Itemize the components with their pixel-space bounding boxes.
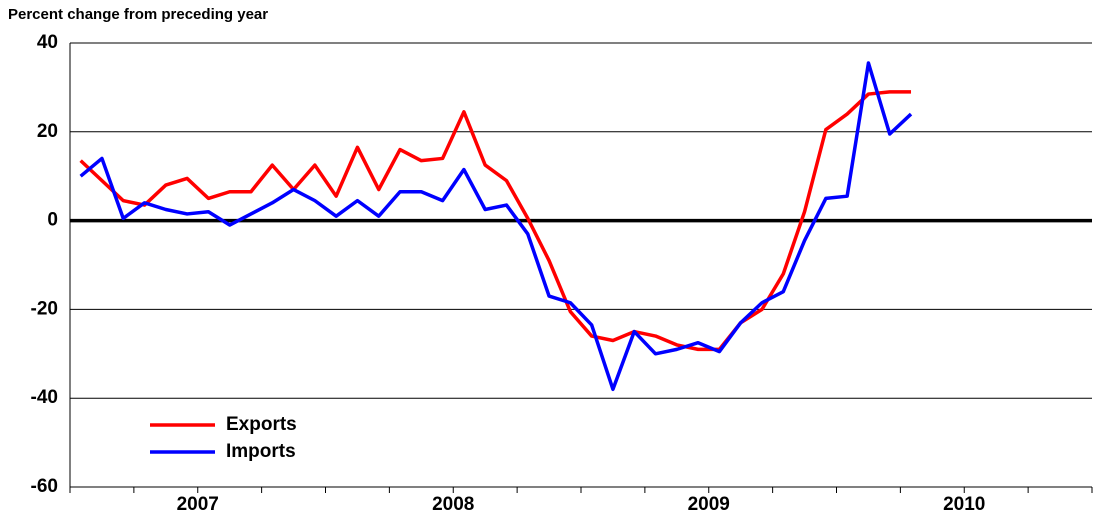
y-tick-label: 20	[37, 121, 58, 142]
y-tick-label: -40	[31, 387, 58, 408]
series-line	[79, 61, 913, 392]
legend-label: Imports	[226, 441, 296, 462]
x-tick-label: 2008	[432, 494, 474, 515]
legend-label: Exports	[226, 414, 297, 435]
series-line	[79, 90, 912, 352]
chart-title: Percent change from preceding year	[8, 6, 268, 23]
y-tick-label: -20	[31, 298, 58, 319]
x-tick-label: 2007	[177, 494, 219, 515]
y-tick-label: 40	[37, 32, 58, 53]
x-tick-label: 2009	[688, 494, 730, 515]
x-tick-label: 2010	[943, 494, 985, 515]
y-tick-label: 0	[47, 210, 58, 231]
y-tick-label: -60	[31, 476, 58, 497]
